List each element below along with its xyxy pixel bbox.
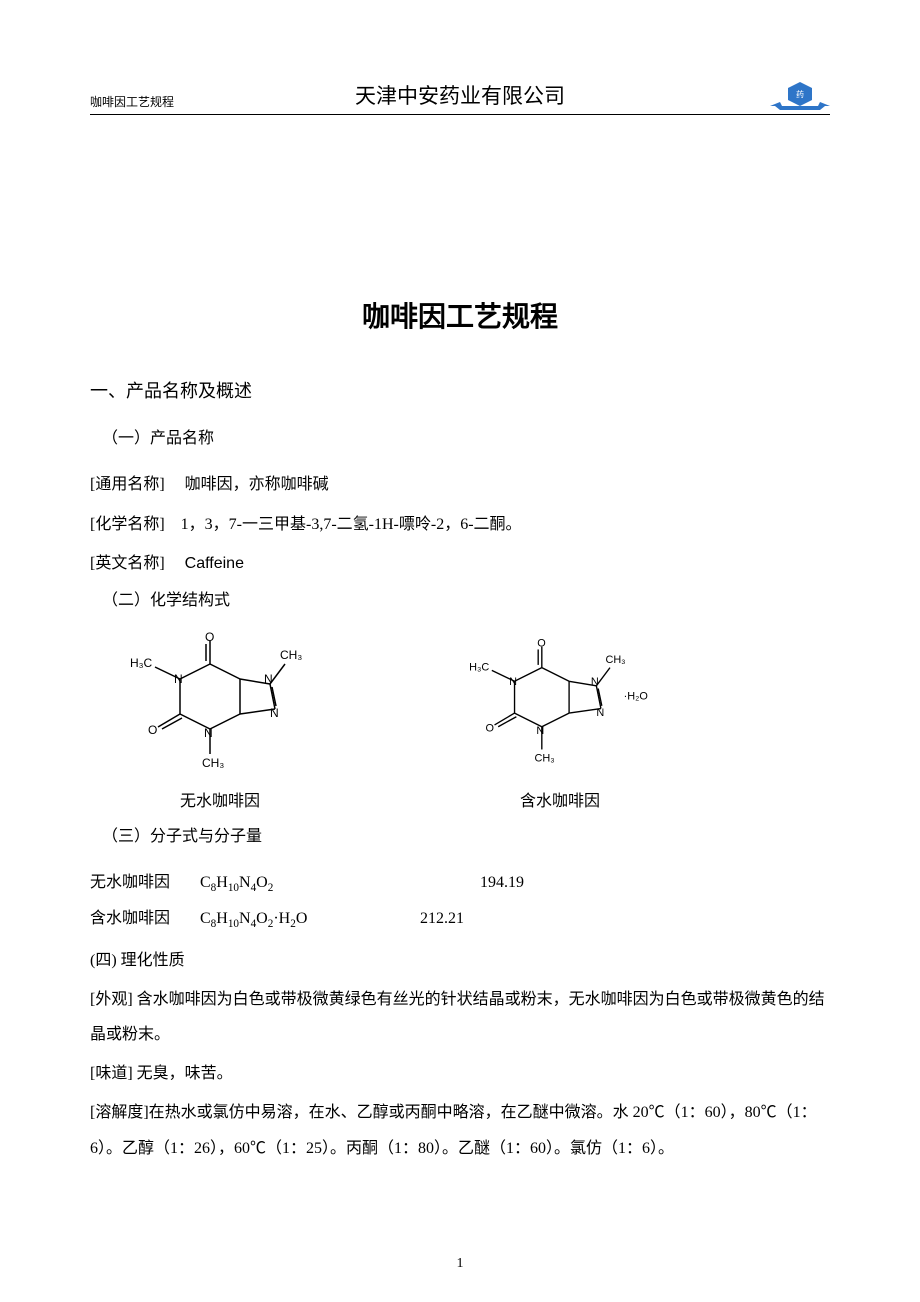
section-1-heading: 一、产品名称及概述: [90, 375, 830, 407]
atom-n: N: [264, 672, 273, 686]
page-header: 咖啡因工艺规程 天津中安药业有限公司 药: [90, 80, 830, 115]
caffeine-anhydrous-structure-icon: O O N N N N H₃C CH₃ CH₃: [120, 629, 320, 779]
group-ch3: CH₃: [202, 756, 224, 770]
caffeine-hydrate-structure-icon: O O N N N N H₃C CH₃ CH₃ ·H₂O: [460, 629, 660, 779]
formula-1-formula: C8H10N4O2: [200, 865, 480, 901]
taste-row: [味道] 无臭，味苦。: [90, 1056, 830, 1091]
formula-2-formula: C8H10N4O2·H2O: [200, 901, 420, 937]
taste-value: 无臭，味苦。: [137, 1065, 233, 1082]
logo-icon: 药: [770, 80, 830, 110]
chemical-name-value: 1，3，7-一三甲基-3,7-二氢-1H-嘌呤-2，6-二酮。: [181, 516, 522, 533]
structure-2-caption: 含水咖啡因: [520, 787, 600, 811]
atom-n: N: [536, 725, 544, 737]
company-logo: 药: [770, 80, 830, 110]
document-page: 咖啡因工艺规程 天津中安药业有限公司 药 咖啡因工艺规程 一、产品名称及概述 （…: [0, 0, 920, 1302]
group-h3c: H₃C: [130, 656, 153, 670]
subsection-1-2: （二）化学结构式: [90, 585, 830, 617]
atom-n: N: [204, 726, 213, 740]
header-left-text: 咖啡因工艺规程: [90, 93, 174, 110]
appearance-value: 含水咖啡因为白色或带极微黄绿色有丝光的针状结晶或粉末，无水咖啡因为白色或带极微黄…: [90, 991, 825, 1043]
formula-row-2: 含水咖啡因 C8H10N4O2·H2O 212.21: [90, 901, 830, 937]
atom-o: O: [205, 630, 214, 644]
formula-1-mass: 194.19: [480, 865, 524, 901]
atom-n: N: [596, 707, 604, 719]
chemical-structures-row: O O N N N N H₃C CH₃ CH₃ 无水咖啡因: [120, 629, 830, 811]
generic-name-row: [通用名称] 咖啡因，亦称咖啡碱: [90, 467, 830, 502]
atom-o: O: [485, 722, 493, 734]
atom-n: N: [509, 676, 517, 688]
structure-1-caption: 无水咖啡因: [180, 787, 260, 811]
taste-label: [味道]: [90, 1065, 133, 1082]
formula-row-1: 无水咖啡因 C8H10N4O2 194.19: [90, 865, 830, 901]
english-name-row: [英文名称] Caffeine: [90, 546, 830, 581]
atom-o: O: [537, 638, 545, 650]
formula-2-mass: 212.21: [420, 901, 464, 937]
atom-n: N: [174, 672, 183, 686]
atom-n: N: [591, 676, 599, 688]
appearance-row: [外观] 含水咖啡因为白色或带极微黄绿色有丝光的针状结晶或粉末，无水咖啡因为白色…: [90, 982, 830, 1052]
subsection-1-4: (四) 理化性质: [90, 943, 830, 978]
atom-o: O: [148, 723, 157, 737]
formula-2-label: 含水咖啡因: [90, 901, 200, 937]
solubility-value: 在热水或氯仿中易溶，在水、乙醇或丙酮中略溶，在乙醚中微溶。水 20℃（1：60）…: [90, 1104, 817, 1156]
solubility-label: [溶解度]: [90, 1104, 149, 1121]
group-h3c: H₃C: [469, 661, 489, 673]
formula-1-label: 无水咖啡因: [90, 865, 200, 901]
generic-name-label: [通用名称]: [90, 476, 165, 493]
english-name-label: [英文名称]: [90, 555, 165, 572]
atom-n: N: [270, 706, 279, 720]
group-ch3: CH₃: [280, 648, 302, 662]
subsection-1-3: （三）分子式与分子量: [90, 821, 830, 853]
group-ch3: CH₃: [535, 752, 555, 764]
hydrate-label: ·H₂O: [624, 690, 648, 702]
subsection-1-1: （一）产品名称: [90, 423, 830, 455]
appearance-label: [外观]: [90, 991, 133, 1008]
document-title: 咖啡因工艺规程: [90, 295, 830, 335]
chemical-name-row: [化学名称] 1，3，7-一三甲基-3,7-二氢-1H-嘌呤-2，6-二酮。: [90, 507, 830, 542]
structure-hydrate: O O N N N N H₃C CH₃ CH₃ ·H₂O 含水咖啡因: [460, 629, 660, 811]
svg-text:药: 药: [796, 89, 804, 99]
page-number: 1: [457, 1256, 464, 1272]
header-center-text: 天津中安药业有限公司: [355, 80, 565, 110]
structure-anhydrous: O O N N N N H₃C CH₃ CH₃ 无水咖啡因: [120, 629, 320, 811]
generic-name-value: 咖啡因，亦称咖啡碱: [185, 476, 329, 493]
solubility-row: [溶解度]在热水或氯仿中易溶，在水、乙醇或丙酮中略溶，在乙醚中微溶。水 20℃（…: [90, 1095, 830, 1165]
chemical-name-label: [化学名称]: [90, 516, 165, 533]
group-ch3: CH₃: [605, 654, 625, 666]
english-name-value: Caffeine: [185, 555, 244, 572]
